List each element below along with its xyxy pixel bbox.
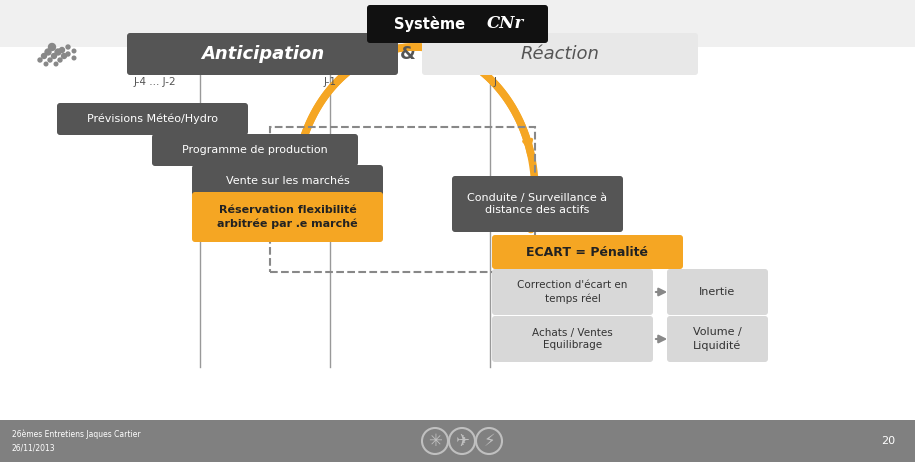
FancyBboxPatch shape: [367, 5, 548, 43]
FancyBboxPatch shape: [152, 134, 358, 166]
Circle shape: [72, 56, 76, 60]
FancyBboxPatch shape: [192, 192, 383, 242]
Text: ECART = Pénalité: ECART = Pénalité: [526, 245, 649, 259]
Text: CNr: CNr: [487, 16, 523, 32]
FancyBboxPatch shape: [57, 103, 248, 135]
Text: J-4 ... J-2: J-4 ... J-2: [134, 77, 177, 87]
Text: Vente sur les marchés: Vente sur les marchés: [226, 176, 350, 186]
Circle shape: [66, 52, 70, 56]
Text: Volume /
Liquidité: Volume / Liquidité: [694, 328, 742, 351]
FancyBboxPatch shape: [422, 33, 698, 75]
FancyBboxPatch shape: [192, 165, 383, 197]
Circle shape: [45, 49, 51, 55]
Text: 26/11/2013: 26/11/2013: [12, 444, 56, 452]
FancyBboxPatch shape: [0, 47, 915, 422]
FancyBboxPatch shape: [492, 316, 653, 362]
FancyBboxPatch shape: [127, 33, 398, 75]
Circle shape: [58, 58, 62, 62]
Text: Système: Système: [394, 16, 466, 32]
FancyBboxPatch shape: [492, 235, 683, 269]
Circle shape: [66, 45, 70, 49]
FancyBboxPatch shape: [667, 269, 768, 315]
Text: 26èmes Entretiens Jaques Cartier: 26èmes Entretiens Jaques Cartier: [12, 429, 141, 439]
Circle shape: [72, 49, 76, 53]
Text: Anticipation: Anticipation: [201, 45, 324, 63]
Text: Prévisions Météo/Hydro: Prévisions Météo/Hydro: [87, 114, 218, 124]
Text: Achats / Ventes
Equilibrage: Achats / Ventes Equilibrage: [533, 328, 613, 350]
Circle shape: [48, 43, 56, 50]
FancyBboxPatch shape: [0, 420, 915, 462]
Text: 20: 20: [881, 436, 895, 446]
Text: Inertie: Inertie: [699, 287, 736, 297]
Text: Réaction: Réaction: [521, 45, 599, 63]
Text: &: &: [400, 45, 416, 63]
Text: Conduite / Surveillance à
distance des actifs: Conduite / Surveillance à distance des a…: [468, 193, 608, 215]
Text: J: J: [493, 77, 497, 87]
Text: Correction d'écart en
temps réel: Correction d'écart en temps réel: [517, 280, 628, 304]
Circle shape: [38, 58, 42, 62]
Text: ✈: ✈: [455, 432, 468, 450]
Text: ⚡: ⚡: [483, 432, 495, 450]
Circle shape: [41, 54, 47, 59]
Text: J-1: J-1: [324, 77, 337, 87]
FancyBboxPatch shape: [667, 316, 768, 362]
FancyBboxPatch shape: [452, 176, 623, 232]
Circle shape: [54, 62, 58, 66]
Text: Programme de production: Programme de production: [182, 145, 328, 155]
Bar: [270, 127, 535, 272]
FancyBboxPatch shape: [492, 269, 653, 315]
Circle shape: [59, 48, 64, 53]
Circle shape: [55, 49, 61, 55]
Text: ✳: ✳: [428, 432, 442, 450]
Circle shape: [48, 58, 52, 62]
Circle shape: [51, 54, 57, 59]
Text: Réservation flexibilité
arbitrée par le marché: Réservation flexibilité arbitrée par le …: [217, 206, 358, 229]
Circle shape: [44, 62, 48, 66]
Circle shape: [61, 54, 67, 59]
